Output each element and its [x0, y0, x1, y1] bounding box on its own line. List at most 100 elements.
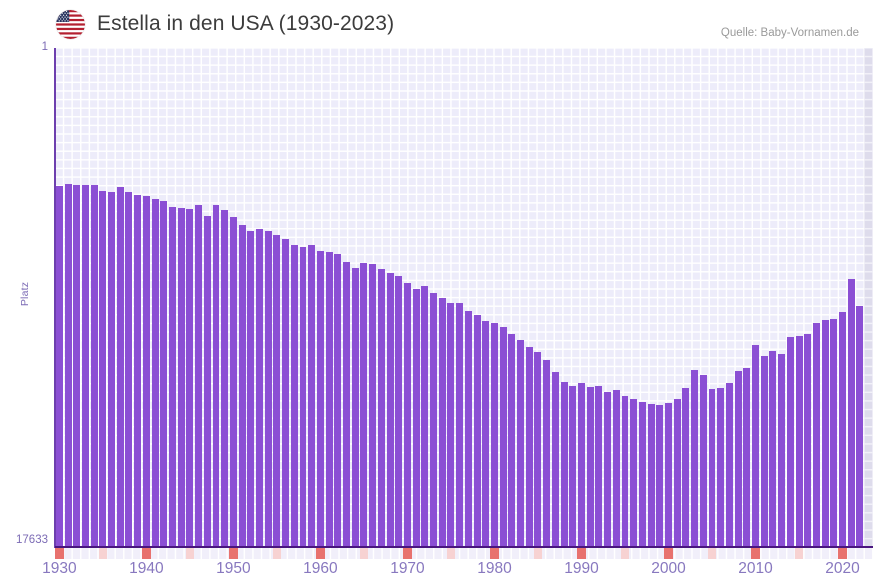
year-marker-1945 [185, 548, 195, 559]
bar-2006[interactable] [717, 388, 725, 547]
bar-1951[interactable] [238, 224, 246, 547]
bar-1934[interactable] [90, 184, 98, 547]
bar-2007[interactable] [725, 383, 733, 547]
bar-2010[interactable] [752, 345, 759, 547]
bar-1988[interactable] [560, 381, 568, 547]
bar-1936[interactable] [108, 191, 116, 547]
bar-1964[interactable] [351, 267, 359, 547]
bar-2020[interactable] [839, 311, 846, 547]
bar-1952[interactable] [247, 230, 255, 547]
bar-1953[interactable] [256, 229, 263, 547]
bar-1968[interactable] [386, 272, 394, 547]
bar-2009[interactable] [743, 367, 751, 547]
bar-1983[interactable] [517, 339, 525, 547]
bar-1980[interactable] [490, 323, 498, 547]
bar-1956[interactable] [282, 238, 290, 547]
bar-1941[interactable] [151, 198, 159, 547]
bar-2017[interactable] [812, 322, 820, 547]
bar-1949[interactable] [221, 209, 229, 547]
bar-2008[interactable] [734, 371, 742, 547]
bar-1972[interactable] [421, 286, 429, 547]
bar-1943[interactable] [169, 207, 176, 547]
bar-1973[interactable] [430, 293, 437, 547]
us-flag-circle-icon [56, 10, 85, 39]
bar-2012[interactable] [769, 351, 777, 547]
bar-2022[interactable] [856, 305, 864, 547]
bar-1933[interactable] [81, 185, 89, 547]
bar-2004[interactable] [699, 375, 707, 547]
bar-1975[interactable] [447, 303, 455, 547]
bar-1978[interactable] [473, 315, 481, 547]
bar-1963[interactable] [343, 261, 350, 547]
bar-2011[interactable] [760, 356, 768, 547]
bar-1940[interactable] [142, 195, 150, 547]
bar-2018[interactable] [821, 320, 829, 547]
bar-1939[interactable] [134, 195, 142, 547]
bar-1945[interactable] [186, 209, 194, 547]
bar-1979[interactable] [482, 320, 490, 547]
bar-1974[interactable] [438, 297, 446, 547]
page-title: Estella in den USA (1930-2023) [97, 12, 395, 35]
bar-1976[interactable] [456, 302, 464, 547]
bar-1994[interactable] [612, 389, 620, 547]
bar-1984[interactable] [525, 347, 533, 547]
bar-1967[interactable] [377, 269, 385, 547]
bar-1990[interactable] [578, 382, 585, 547]
bar-2021[interactable] [847, 278, 855, 547]
bar-1993[interactable] [604, 392, 612, 547]
bar-1999[interactable] [656, 405, 664, 547]
bar-1946[interactable] [195, 205, 203, 547]
bar-2016[interactable] [804, 334, 812, 547]
x-axis-tick-1970: 1970 [390, 560, 425, 577]
bar-1947[interactable] [203, 215, 211, 547]
bar-1977[interactable] [464, 311, 472, 547]
bar-1930[interactable] [55, 186, 63, 547]
bar-1948[interactable] [212, 205, 220, 547]
bar-1954[interactable] [264, 231, 272, 547]
bar-2003[interactable] [691, 370, 699, 547]
bar-2000[interactable] [665, 402, 672, 547]
bar-1937[interactable] [116, 186, 124, 547]
year-marker-2005 [707, 548, 717, 559]
bar-1982[interactable] [508, 333, 516, 547]
bar-2001[interactable] [673, 398, 681, 547]
bar-1932[interactable] [73, 184, 81, 547]
bar-1996[interactable] [630, 399, 638, 547]
bar-1981[interactable] [499, 327, 507, 547]
bar-2002[interactable] [682, 388, 690, 547]
bar-2013[interactable] [778, 353, 786, 547]
bar-1985[interactable] [534, 351, 542, 547]
bar-1986[interactable] [543, 360, 551, 547]
bar-1959[interactable] [308, 244, 316, 547]
bar-1970[interactable] [403, 282, 411, 547]
bar-1987[interactable] [551, 372, 559, 547]
bar-1971[interactable] [412, 288, 420, 547]
bar-1957[interactable] [290, 244, 298, 547]
bar-1950[interactable] [229, 216, 237, 547]
bar-1966[interactable] [369, 264, 377, 547]
bar-1965[interactable] [360, 263, 368, 547]
x-axis-line [55, 546, 873, 548]
bar-1969[interactable] [395, 276, 403, 547]
year-marker-1960 [316, 548, 325, 559]
bar-1961[interactable] [325, 252, 333, 547]
bar-1942[interactable] [160, 201, 168, 547]
bar-1998[interactable] [647, 404, 655, 547]
bar-1944[interactable] [177, 208, 185, 547]
bar-1960[interactable] [316, 251, 324, 547]
bar-2015[interactable] [795, 336, 803, 547]
bar-2005[interactable] [708, 389, 716, 547]
bar-2014[interactable] [786, 336, 794, 547]
bar-2019[interactable] [830, 318, 838, 547]
bar-1938[interactable] [125, 192, 133, 547]
bar-1935[interactable] [99, 191, 107, 547]
bar-1991[interactable] [586, 387, 594, 547]
bar-1992[interactable] [595, 385, 603, 547]
bar-1962[interactable] [334, 254, 342, 547]
bar-1958[interactable] [299, 246, 307, 547]
bar-1989[interactable] [569, 386, 577, 547]
bar-1931[interactable] [64, 183, 72, 547]
bar-1997[interactable] [638, 402, 646, 547]
bar-1955[interactable] [273, 234, 281, 547]
bar-1995[interactable] [621, 396, 629, 547]
